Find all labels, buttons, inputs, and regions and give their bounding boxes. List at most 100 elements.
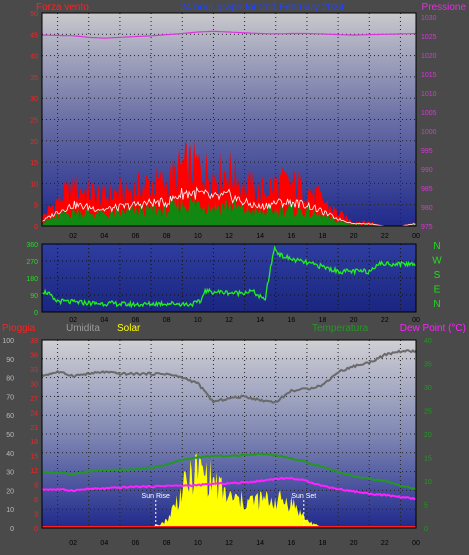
temperature-axis-tick-label: 15 xyxy=(424,456,432,463)
panel2-x-tick-label: 08 xyxy=(163,317,171,324)
wind-axis-tick-label: 30 xyxy=(30,96,38,103)
humidity-axis-tick-label: 100 xyxy=(2,338,14,345)
compass-label: S xyxy=(434,270,441,281)
wind-axis-tick-label: 45 xyxy=(30,32,38,39)
panel3-x-tick-label: 10 xyxy=(194,540,202,547)
pressure-axis-tick-label: 980 xyxy=(421,205,433,212)
direction-axis-tick-label: 270 xyxy=(26,259,38,266)
wind-axis-tick-label: 15 xyxy=(30,160,38,167)
temperature-axis-tick-label: 10 xyxy=(424,479,432,486)
wind-axis-tick-label: 35 xyxy=(30,75,38,82)
panel1-x-tick-label: 06 xyxy=(132,233,140,240)
panel2-x-tick-label: 06 xyxy=(132,317,140,324)
panel2-x-tick-label: 04 xyxy=(100,317,108,324)
sunset-label: Sun Set xyxy=(291,493,316,500)
wind-direction-line xyxy=(41,245,417,309)
panel3-frame xyxy=(41,339,417,529)
rain-axis-tick-label: 0 xyxy=(34,526,38,533)
humidity-axis-tick-label: 20 xyxy=(6,488,14,495)
humidity-axis-tick-label: 50 xyxy=(6,432,14,439)
panel2-plot-area xyxy=(42,244,416,312)
compass-label: N xyxy=(433,241,440,252)
pressure-axis-tick-label: 975 xyxy=(421,224,433,231)
panel2-x-tick-label: 18 xyxy=(319,317,327,324)
panel3-x-tick-label: 06 xyxy=(132,540,140,547)
panel3-x-tick-label: 16 xyxy=(287,540,295,547)
panel2-x-tick-label: 14 xyxy=(256,317,264,324)
wind-axis-tick-label: 25 xyxy=(30,118,38,125)
panel3-x-tick-label: 18 xyxy=(319,540,327,547)
chart-title: 24 hour graph for 2nd February 2024 xyxy=(180,2,344,13)
rain-axis-tick-label: 21 xyxy=(30,425,38,432)
panel1-x-tick-label: 00 xyxy=(412,233,420,240)
panel1-x-tick-label: 22 xyxy=(381,233,389,240)
pressure-axis-tick-label: 1030 xyxy=(421,15,437,22)
compass-label: E xyxy=(434,285,441,296)
humidity-axis-tick-label: 90 xyxy=(6,357,14,364)
panel3-x-tick-label: 02 xyxy=(69,540,77,547)
humidity-axis-tick-label: 10 xyxy=(6,507,14,514)
rain-axis-tick-label: 18 xyxy=(30,439,38,446)
pressure-axis-tick-label: 985 xyxy=(421,186,433,193)
humidity-axis-tick-label: 60 xyxy=(6,413,14,420)
pressure-axis-title: Pressione xyxy=(422,2,467,13)
temperature-axis-tick-label: 30 xyxy=(424,385,432,392)
temperature-label: Temperatura xyxy=(312,323,369,334)
humidity-axis-tick-label: 40 xyxy=(6,451,14,458)
panel1-x-tick-label: 16 xyxy=(287,233,295,240)
panel2-x-tick-label: 02 xyxy=(69,317,77,324)
panel1-x-tick-label: 04 xyxy=(100,233,108,240)
humidity-axis-tick-label: 70 xyxy=(6,394,14,401)
humidity-line xyxy=(41,349,417,404)
temperature-axis-tick-label: 0 xyxy=(424,526,428,533)
panel2-frame xyxy=(41,243,417,313)
panel3-x-tick-label: 04 xyxy=(100,540,108,547)
dewpoint-line xyxy=(41,476,417,501)
wind-axis-tick-label: 20 xyxy=(30,139,38,146)
rain-axis-tick-label: 12 xyxy=(30,468,38,475)
rain-axis-tick-label: 9 xyxy=(34,483,38,490)
solar-area xyxy=(42,453,416,528)
panel2-x-tick-label: 16 xyxy=(287,317,295,324)
dewpoint-label: Dew Point (°C) xyxy=(400,323,466,334)
wind-average-area xyxy=(42,196,416,226)
rain-axis-tick-label: 39 xyxy=(30,338,38,345)
wind-axis-title: Forza vento xyxy=(36,2,89,13)
panel3-x-tick-label: 00 xyxy=(412,540,420,547)
temperature-axis-tick-label: 40 xyxy=(424,338,432,345)
pressure-axis-tick-label: 1015 xyxy=(421,72,437,79)
panel3-x-tick-label: 08 xyxy=(163,540,171,547)
panel1-frame xyxy=(41,12,417,227)
temperature-line xyxy=(41,452,417,491)
temperature-axis-tick-label: 5 xyxy=(424,503,428,510)
direction-axis-tick-label: 360 xyxy=(26,242,38,249)
humidity-axis-tick-label: 30 xyxy=(6,470,14,477)
panel3-x-tick-label: 14 xyxy=(256,540,264,547)
rain-axis-tick-label: 27 xyxy=(30,396,38,403)
panel1-x-tick-label: 08 xyxy=(163,233,171,240)
pressure-axis-tick-label: 1020 xyxy=(421,53,437,60)
pressure-axis-tick-label: 1010 xyxy=(421,91,437,98)
humidity-axis-tick-label: 0 xyxy=(10,526,14,533)
panel3-x-tick-label: 20 xyxy=(350,540,358,547)
rain-axis-tick-label: 6 xyxy=(34,497,38,504)
panel2-x-tick-label: 20 xyxy=(350,317,358,324)
compass-label: W xyxy=(432,256,442,267)
humidity-label: Umidita xyxy=(66,323,100,334)
panel1-x-tick-label: 20 xyxy=(350,233,358,240)
pressure-axis-tick-label: 1025 xyxy=(421,34,437,41)
panel1-x-tick-label: 10 xyxy=(194,233,202,240)
sunrise-label: Sun Rise xyxy=(142,493,171,500)
panel2-x-tick-label: 10 xyxy=(194,317,202,324)
rain-axis-tick-label: 15 xyxy=(30,454,38,461)
panel2-x-tick-label: 12 xyxy=(225,317,233,324)
panel2-x-tick-label: 00 xyxy=(412,317,420,324)
rain-axis-tick-label: 3 xyxy=(34,512,38,519)
compass-label: N xyxy=(433,299,440,310)
panel1-x-tick-label: 14 xyxy=(256,233,264,240)
pressure-line xyxy=(42,30,417,39)
rain-axis-tick-label: 33 xyxy=(30,367,38,374)
rain-label: Pioggia xyxy=(2,323,36,334)
